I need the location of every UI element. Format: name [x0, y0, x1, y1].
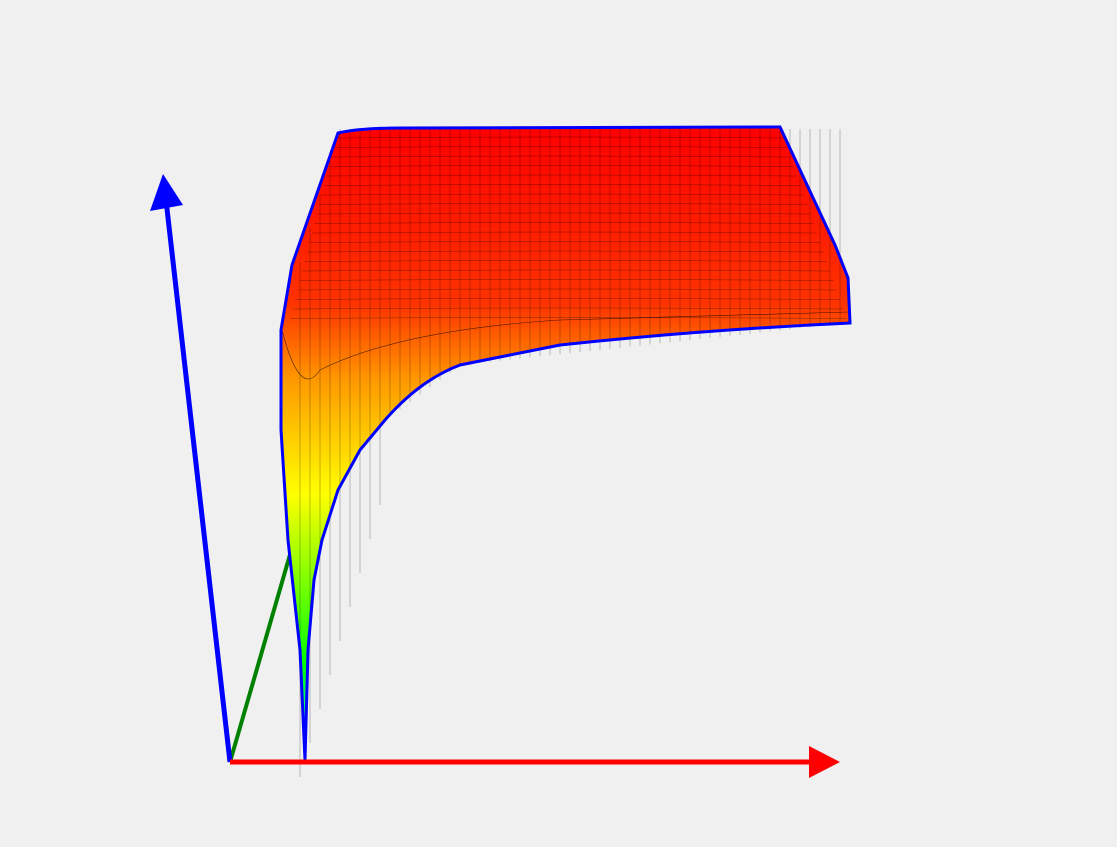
mesh-row-line — [311, 231, 818, 234]
mesh-row-line — [319, 203, 808, 205]
mesh-row-line — [290, 317, 847, 319]
mesh-row-line — [333, 146, 788, 148]
surface-fill — [281, 127, 850, 760]
mesh-row-line — [331, 155, 791, 158]
surface — [279, 125, 852, 777]
z-axis-line — [163, 199, 233, 763]
arrow-right-icon — [809, 746, 840, 778]
mesh-row-line — [292, 307, 844, 310]
mesh-row-line — [328, 165, 794, 167]
surface-mesh-rows — [281, 136, 849, 380]
mesh-row-line — [297, 288, 837, 291]
x-axis — [230, 746, 840, 778]
surface-boundary — [279, 125, 852, 761]
mesh-row-line — [295, 298, 841, 300]
mesh-contour-line — [281, 311, 849, 380]
mesh-row-line — [302, 269, 831, 272]
mesh-row-line — [316, 212, 811, 215]
mesh-row-line — [335, 136, 785, 139]
mesh-row-line — [323, 184, 801, 186]
arrow-up-icon — [150, 174, 183, 211]
mesh-row-line — [307, 250, 824, 253]
surface-mesh-columns — [299, 129, 841, 777]
z-axis — [150, 174, 233, 763]
mesh-row-line — [309, 241, 821, 243]
y-axis — [228, 519, 302, 763]
mesh-row-line — [326, 174, 798, 177]
mesh-row-line — [299, 279, 834, 281]
mesh-row-line — [314, 222, 814, 224]
mesh-row-line — [304, 260, 827, 262]
mesh-row-line — [321, 193, 804, 196]
